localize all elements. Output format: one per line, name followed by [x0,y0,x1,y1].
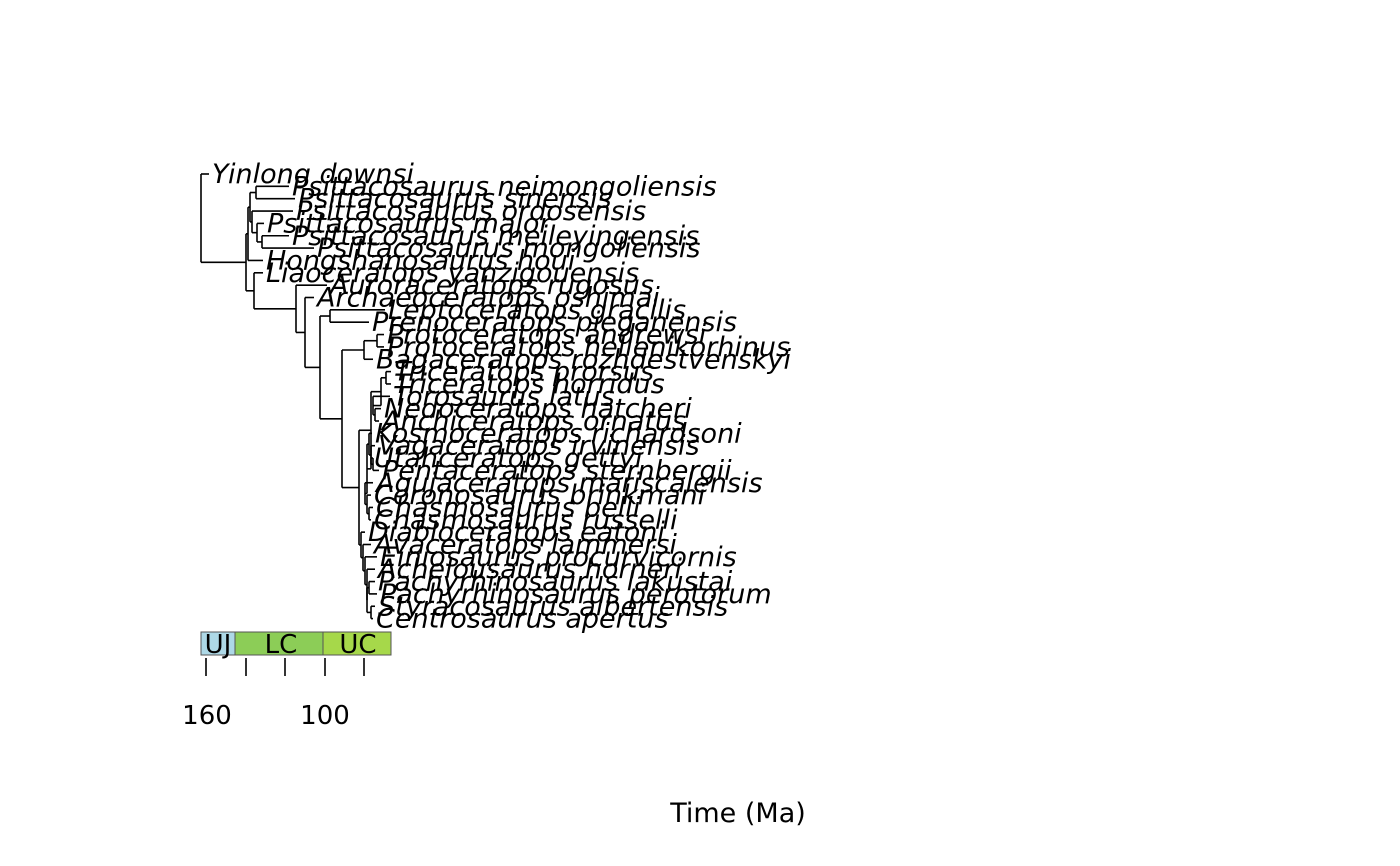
tip-label: Achelousaurus horneri [376,554,682,585]
tip-label: Utahceratops gettyi [374,443,643,474]
tip-label: Chasmosaurus russelli [374,505,678,536]
tick-label-100: 100 [300,701,350,731]
tip-label: Torosaurus latus [393,381,615,412]
axis-title: Time (Ma) [669,798,806,829]
tip-label: Chasmosaurus belli [376,492,641,523]
tip-label: Centrosaurus apertus [376,604,669,635]
tip-label: Psittacosaurus ordosensis [296,196,646,227]
tip-label: Kosmoceratops richardsoni [375,418,742,449]
tip-label: Diabloceratops eatoni [368,517,665,548]
tip-label: Protoceratops andrewsi [387,320,707,351]
tip-label: Leptoceratops gracilis [388,295,686,326]
period-label-lc: LC [265,630,298,660]
tip-label: Coronosaurus brinkmani [374,480,706,511]
tip-label: Prenoceratops pieganensis [372,307,737,338]
tip-label: Protoceratops hellenikorhinus [387,332,790,363]
geologic-timescale: UJ LC UC [200,630,392,660]
tip-label: Nedoceratops hatcheri [384,394,692,425]
tip-label: Liaoceratops yanzigouensis [266,258,639,289]
period-label-uc: UC [339,630,376,660]
tip-label: Psittacosaurus mongoliensis [317,233,700,264]
tip-label: Pachyrhinosaurus perotorum [380,579,772,610]
tip-label: Triceratops prorsus [394,357,654,388]
tip-label: Psittacosaurus meileyingensis [292,221,699,252]
period-box-uc [322,631,392,656]
tip-label: Auroraceratops rugosus [328,270,654,301]
tip-label: Archaeoceratops oshimai [315,283,660,314]
tip-label: Bagaceratops rozhdestvenskyi [376,344,791,375]
tip-label: Triceratops horridus [394,369,665,400]
period-label-uj: UJ [205,630,232,660]
tip-label: Pentaceratops sternbergii [382,455,732,486]
tip-label: Yinlong downsi [212,159,414,190]
time-axis: 160 100 Time (Ma) [182,658,806,829]
tip-label: Einiosaurus procurvicornis [380,542,737,573]
tree-branches [200,173,391,620]
tip-label: Anchiceratops ornatus [380,406,686,437]
tip-label: Styracosaurus albertensis [378,591,728,622]
tip-label: Avaceratops lammersi [372,530,677,561]
tip-label: Psittacosaurus neimongoliensis [292,171,717,202]
tip-label: Hongshanosaurus houi [266,245,576,276]
tip-label: Vagaceratops irvinensis [378,431,700,462]
tip-label: Pachyrhinosaurus lakustai [378,567,733,598]
tip-label: Agujaceratops mariscalensis [374,468,763,499]
tip-label: Psittacosaurus sinensis [298,184,612,215]
tip-label: Psittacosaurus major [267,208,552,239]
tick-label-160: 160 [182,701,232,731]
